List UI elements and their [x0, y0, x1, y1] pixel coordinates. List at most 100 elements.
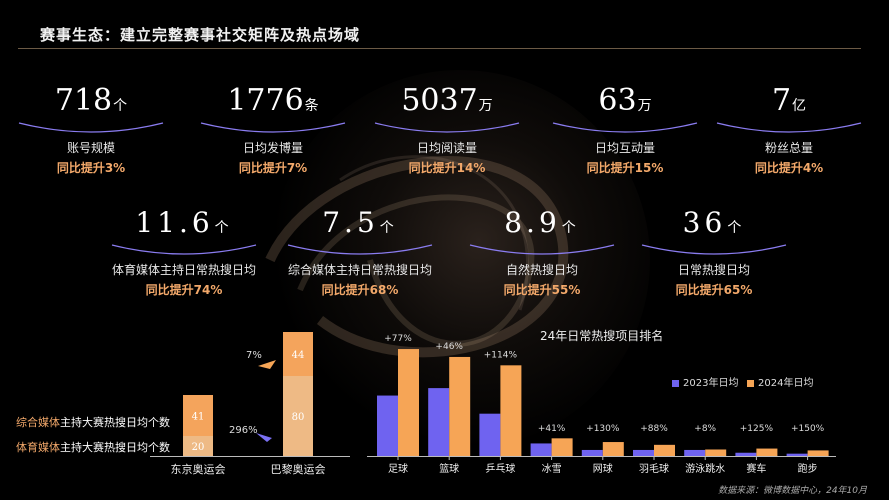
legend-label: 2024年日均: [758, 378, 814, 389]
bar-2024: [756, 448, 778, 456]
bar-value-label: 80: [292, 412, 305, 423]
stat-yoy: 同比提升68%: [321, 283, 399, 297]
bar-2023: [786, 453, 808, 456]
growth-arrow-icon: [258, 360, 276, 369]
stat-value: 8.9: [504, 206, 561, 239]
stat-label: 体育媒体主持日常热搜日均: [111, 263, 256, 277]
stat-value: 7.5: [322, 206, 379, 239]
category-label: 足球: [388, 462, 408, 475]
bar-segment: [283, 332, 313, 376]
stat-label: 日均发博量: [242, 141, 303, 155]
stat-yoy: 同比提升65%: [675, 283, 753, 297]
stat-label: 日均阅读量: [416, 141, 477, 155]
stat-yoy: 同比提升14%: [408, 161, 486, 175]
ring-decoration: [641, 244, 787, 255]
stat-daily-interactions: 63万 日均互动量 同比提升15%: [540, 84, 710, 176]
stat-account-scale: 718个 账号规模 同比提升3%: [6, 84, 176, 176]
stat-unit: 个: [379, 220, 398, 236]
legend-label: 2023年日均: [683, 378, 739, 389]
category-label: 东京奥运会: [171, 462, 226, 476]
stat-label: 日均互动量: [594, 141, 655, 155]
bar-2024: [500, 365, 522, 456]
stat-unit: 个: [727, 220, 746, 236]
legend-accent-text: 综合媒体: [16, 416, 60, 429]
legend-sports-media: 体育媒体主持大赛热搜日均个数: [16, 439, 170, 455]
stat-value: 718: [54, 83, 113, 118]
stat-unit: 个: [113, 98, 128, 114]
stat-daily-reads: 5037万 日均阅读量 同比提升14%: [362, 84, 532, 176]
bar-segment: [183, 436, 213, 456]
stat-daily-posts: 1776条 日均发博量 同比提升7%: [188, 84, 358, 176]
growth-annotation: 7%: [246, 350, 262, 361]
category-label: 游泳跳水: [685, 462, 725, 475]
category-label: 跑步: [798, 462, 818, 475]
category-label: 冰雪: [542, 462, 562, 475]
category-label: 篮球: [439, 462, 459, 475]
stat-general-media-hot: 7.5个 综合媒体主持日常热搜日均 同比提升68%: [268, 206, 452, 298]
bar-2023: [479, 413, 501, 456]
stat-value: 63: [598, 83, 637, 118]
stat-label: 账号规模: [66, 141, 115, 155]
stat-label: 日常热搜日均: [677, 263, 750, 277]
stat-value: 1776: [227, 83, 304, 118]
growth-annotation: 296%: [229, 425, 258, 436]
bar-2024: [449, 356, 471, 456]
title-divider: [18, 48, 861, 49]
bar-value-label: 20: [192, 442, 205, 453]
category-label: 网球: [593, 462, 613, 475]
stat-value: 36: [682, 206, 727, 239]
data-source-note: 数据来源：微博数据中心，24年10月: [718, 486, 867, 496]
change-label: +46%: [435, 342, 463, 352]
ring-decoration: [374, 122, 520, 133]
growth-arrow-icon: [256, 433, 272, 442]
stat-yoy: 同比提升7%: [238, 161, 308, 175]
stat-unit: 万: [637, 98, 652, 114]
stat-yoy: 同比提升4%: [754, 161, 824, 175]
ring-decoration: [18, 122, 164, 133]
bar-2023: [581, 449, 603, 456]
bar-2024: [705, 449, 727, 456]
legend-swatch-purple: [672, 379, 679, 387]
legend-rest-text: 主持大赛热搜日均个数: [60, 416, 170, 429]
bar-2023: [530, 443, 552, 456]
bar-2023: [428, 388, 450, 456]
stat-unit: 个: [214, 220, 233, 236]
bar-2024: [654, 444, 675, 456]
change-label: +77%: [384, 334, 412, 344]
stat-unit: 个: [561, 220, 580, 236]
stat-unit: 亿: [792, 98, 807, 114]
stat-label: 粉丝总量: [764, 141, 813, 155]
stat-daily-hot: 36个 日常热搜日均 同比提升65%: [622, 206, 806, 298]
bar-2023: [377, 395, 398, 456]
bar-2024: [602, 442, 624, 456]
stat-label: 综合媒体主持日常热搜日均: [287, 263, 432, 277]
legend-2024: 2024年日均: [747, 374, 813, 389]
bar-2023: [735, 452, 757, 456]
bar-2023: [684, 449, 706, 456]
page-title: 赛事生态：建立完整赛事社交矩阵及热点场域: [40, 26, 361, 44]
bar-value-label: 41: [192, 412, 205, 423]
ring-decoration: [469, 244, 615, 255]
change-label: +150%: [791, 424, 825, 434]
legend-rest-text: 主持大赛热搜日均个数: [60, 441, 170, 454]
stat-unit: 万: [478, 98, 493, 114]
bar-segment: [283, 376, 313, 456]
stat-natural-hot: 8.9个 自然热搜日均 同比提升55%: [450, 206, 634, 298]
change-label: +125%: [740, 424, 774, 434]
category-label: 巴黎奥运会: [271, 462, 326, 476]
background-swirl: [265, 155, 569, 358]
ring-decoration: [287, 244, 433, 255]
category-label: 乒乓球: [485, 462, 515, 475]
category-label: 羽毛球: [639, 462, 669, 475]
bar-value-label: 44: [292, 350, 305, 361]
ring-decoration: [716, 122, 862, 133]
stat-label: 自然热搜日均: [505, 263, 578, 277]
stat-unit: 条: [304, 98, 319, 114]
bar-2023: [633, 449, 654, 456]
bar-2024: [551, 438, 573, 456]
category-label: 赛车: [746, 462, 766, 475]
ring-decoration: [111, 244, 257, 255]
legend-accent-text: 体育媒体: [16, 441, 60, 454]
